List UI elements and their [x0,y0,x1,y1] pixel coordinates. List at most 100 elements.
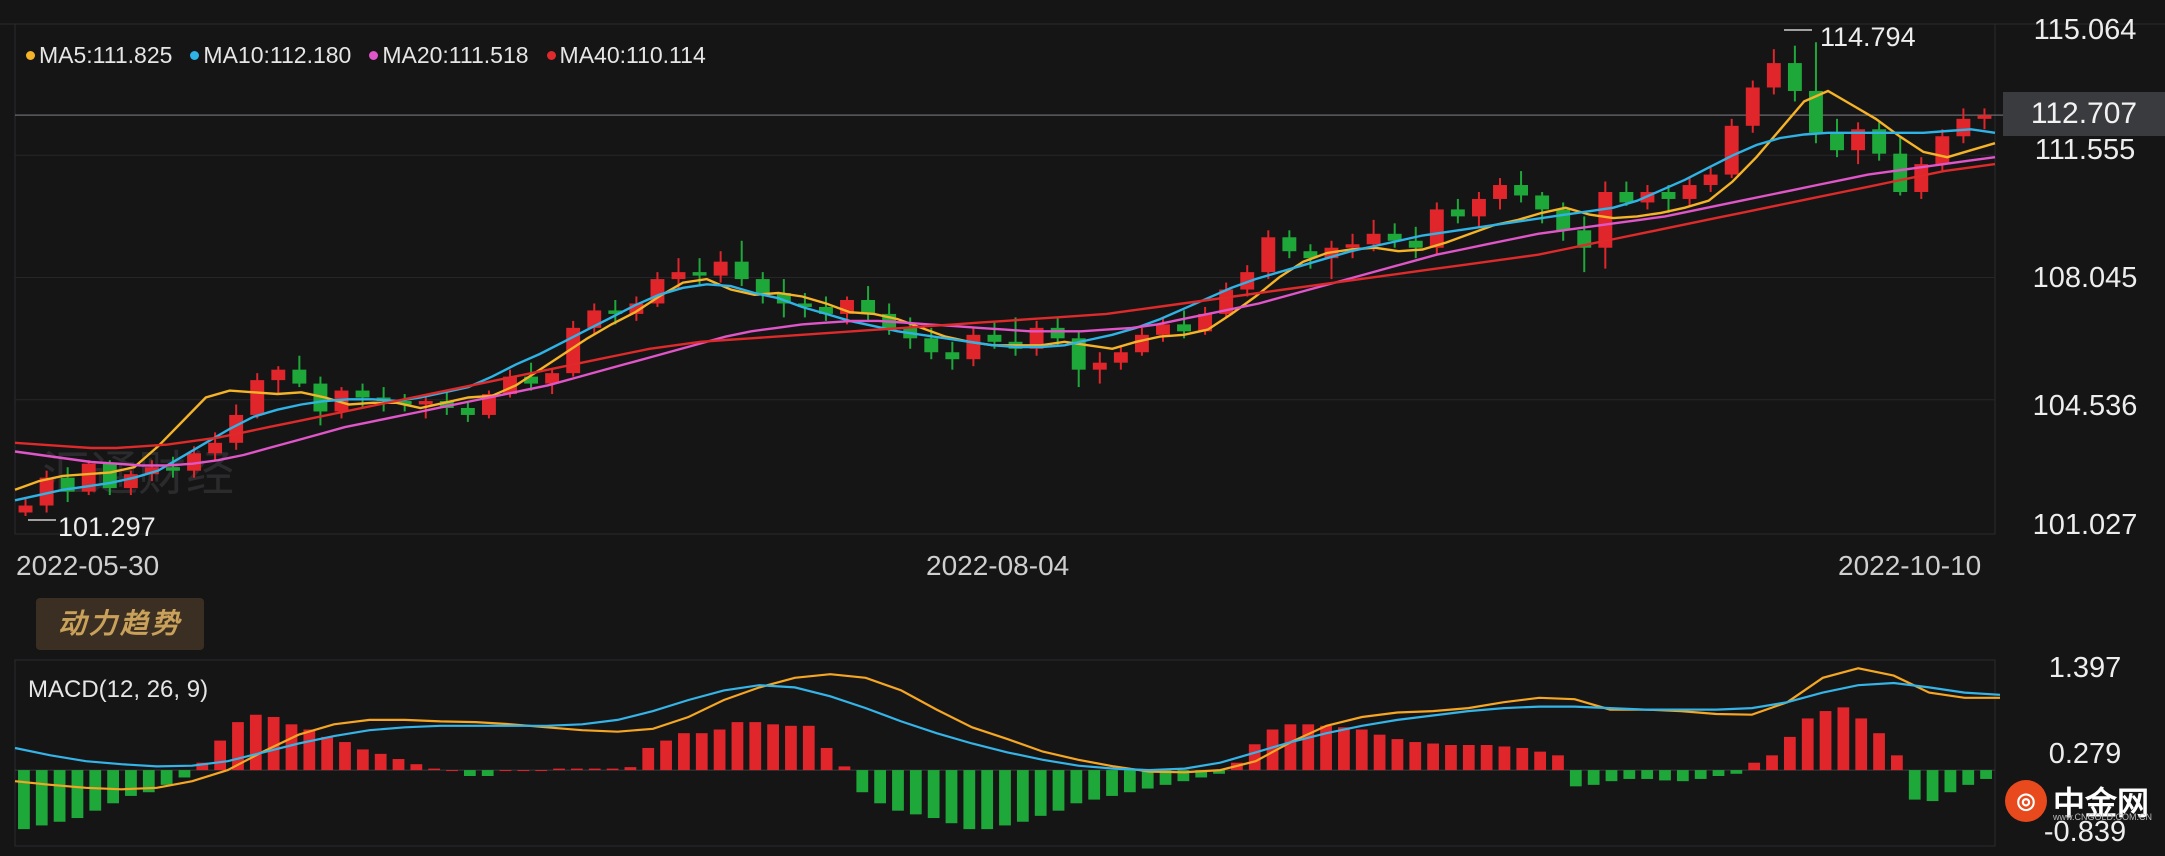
candle-body [1766,63,1781,88]
candle-body [1345,244,1360,248]
macd-histogram-bar [1748,762,1761,771]
candle-body [987,334,1002,342]
candle-body [713,261,728,276]
macd-histogram-bar [1409,742,1422,771]
macd-y-tick-label: 1.397 [2048,652,2122,684]
macd-histogram-bar [999,770,1011,826]
x-tick-label: 2022-08-04 [926,550,1070,581]
candle-body [1387,233,1402,241]
legend-dot [546,51,556,60]
macd-histogram-bar [1962,770,1975,785]
candle-body [166,467,180,471]
legend-dot [369,51,379,60]
macd-histogram-bar [71,770,84,819]
legend-label: MA5:111.825 [39,42,173,68]
macd-histogram-bar [802,725,815,771]
low-price-label: 101.297 [58,512,156,542]
macd-histogram-bar [1159,770,1172,785]
y-tick-label: 111.555 [2034,134,2136,166]
candle-body [1177,324,1191,332]
macd-histogram-bar [1338,727,1350,771]
macd-histogram-bar [1552,755,1564,771]
candle-body [460,407,475,415]
candle-body [734,261,749,280]
candle-body [1851,129,1866,151]
candle-body [1134,334,1149,353]
watermark-text: 汇通财经 [42,446,234,502]
candle-body [776,293,791,304]
candle-body [1156,324,1170,335]
candle-body [1661,191,1676,199]
y-tick-label: 108.045 [2032,262,2138,294]
candle-body [692,272,707,276]
candle-body [229,414,244,443]
candle-body [208,442,223,454]
macd-histogram-bar [214,740,227,771]
macd-histogram-bar [963,770,976,830]
macd-histogram-bar [1141,770,1154,789]
macd-histogram-bar [1248,744,1261,771]
macd-histogram-bar [1445,744,1457,771]
macd-histogram-bar [1980,770,1992,779]
candle-body [355,390,370,398]
macd-histogram-bar [392,759,405,771]
macd-histogram-bar [1320,725,1332,771]
macd-histogram-bar [624,767,637,771]
macd-histogram-bar [1801,718,1814,771]
macd-histogram-bar [499,770,512,772]
macd-histogram-bar [767,724,779,771]
macd-histogram-bar [267,716,280,771]
candle-body [1282,237,1297,252]
macd-histogram-bar [35,770,48,826]
candle-body [861,299,876,314]
macd-histogram-bar [142,770,155,793]
candle-body [1809,90,1823,133]
candle-body [1872,129,1887,154]
macd-y-tick-label: -0.839 [2043,816,2127,848]
macd-histogram-bar [927,770,940,819]
candle-body [1682,185,1697,199]
dea-line [14,681,2001,772]
macd-histogram-bar [642,747,655,771]
candle-body [1450,209,1465,217]
momentum-trend-button[interactable]: 动力趋势 [36,598,204,650]
candle-body [945,352,960,360]
legend-label: MA20:111.518 [382,42,529,68]
candle-body [1619,191,1634,203]
candle-body [608,310,623,314]
candle-body [1198,313,1213,332]
macd-histogram-bar [232,722,244,771]
candle-body [1893,153,1908,192]
macd-histogram-bar [1034,770,1047,816]
macd-histogram-bar [1944,770,1957,793]
candle-body [1977,115,1992,119]
macd-histogram-bar [1587,770,1600,785]
macd-histogram-bar [1926,770,1939,802]
candle-body [1914,164,1929,192]
candle-body [39,477,54,506]
macd-histogram-bar [785,725,797,771]
macd-histogram-bar [1106,770,1118,796]
macd-histogram-bar [1462,744,1475,771]
macd-histogram-bar [695,733,708,771]
macd-histogram-bar [1373,734,1386,771]
candle-body [1745,87,1760,126]
macd-histogram-bar [1873,733,1885,771]
legend-label: MA40:110.114 [559,42,706,68]
candle-body [1514,185,1529,196]
candle-body [439,401,454,408]
y-tick-label: 115.064 [2033,14,2137,46]
ma-legend: MA5:111.825 MA10:112.180 MA20:111.518 MA… [26,42,706,69]
macd-histogram-bar [1837,707,1850,771]
candle-body [755,279,770,294]
candle-body [524,376,539,384]
legend-dot [26,51,35,60]
macd-histogram-bar [1908,770,1921,800]
macd-histogram-bar [321,736,334,771]
candle-body [1429,209,1444,248]
macd-histogram-bar [1676,770,1689,782]
macd-histogram-bar [1730,770,1743,774]
macd-histogram-bar [1641,770,1654,779]
candle-body [18,505,33,513]
